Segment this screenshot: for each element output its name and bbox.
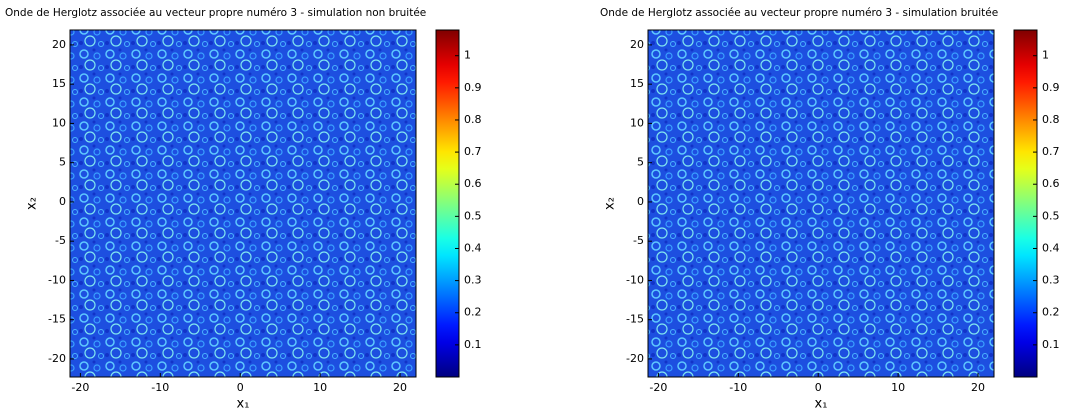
colorbar-tick-label: 0.6 bbox=[464, 177, 482, 190]
y-tick-label: 0 bbox=[637, 195, 644, 208]
colorbar-tick-label: 0.9 bbox=[1042, 81, 1060, 94]
plot-frame bbox=[647, 29, 995, 378]
colorbar-tick-label: 0.1 bbox=[1042, 338, 1060, 351]
y-tick-label: 5 bbox=[59, 156, 66, 169]
colorbar-tick-label: 0.5 bbox=[464, 209, 482, 222]
colorbar-tick-label: 0.2 bbox=[464, 306, 482, 319]
y-tick-label: 5 bbox=[637, 156, 644, 169]
colorbar-tick-label: 0.3 bbox=[1042, 274, 1060, 287]
colorbar-tick-label: 0.4 bbox=[464, 241, 482, 254]
y-tick-label: -15 bbox=[626, 313, 644, 326]
colorbar-tick-label: 0.1 bbox=[464, 338, 482, 351]
y-tick-label: -5 bbox=[55, 234, 66, 247]
chart-title: Onde de Herglotz associée au vecteur pro… bbox=[5, 7, 426, 19]
y-axis-label: x₂ bbox=[25, 197, 40, 210]
colorbar bbox=[1013, 29, 1038, 378]
x-tick-label: 10 bbox=[891, 381, 905, 394]
x-axis-label: x₁ bbox=[815, 397, 828, 412]
colorbar-tick-label: 1 bbox=[1042, 49, 1049, 62]
heatmap-field bbox=[70, 30, 416, 377]
x-tick-label: -10 bbox=[151, 381, 169, 394]
y-tick-label: -10 bbox=[626, 273, 644, 286]
y-tick-label: 20 bbox=[52, 38, 66, 51]
x-tick-label: 20 bbox=[971, 381, 985, 394]
y-tick-label: 20 bbox=[630, 38, 644, 51]
y-axis-label: x₂ bbox=[603, 197, 618, 210]
y-tick-label: 10 bbox=[630, 116, 644, 129]
y-tick-label: 15 bbox=[630, 77, 644, 90]
x-tick-label: -20 bbox=[71, 381, 89, 394]
y-tick-label: -5 bbox=[633, 234, 644, 247]
colorbar-tick-label: 0.8 bbox=[464, 113, 482, 126]
y-tick-label: -20 bbox=[626, 352, 644, 365]
x-tick-label: 0 bbox=[237, 381, 244, 394]
heatmap-field bbox=[648, 30, 994, 377]
y-tick-label: 15 bbox=[52, 77, 66, 90]
colorbar-tick-label: 0.7 bbox=[1042, 145, 1060, 158]
y-tick-label: 10 bbox=[52, 116, 66, 129]
x-tick-label: 10 bbox=[313, 381, 327, 394]
chart-title: Onde de Herglotz associée au vecteur pro… bbox=[600, 7, 998, 19]
colorbar-tick-label: 0.3 bbox=[464, 274, 482, 287]
colorbar-tick-label: 0.2 bbox=[1042, 306, 1060, 319]
x-tick-label: -10 bbox=[729, 381, 747, 394]
y-tick-label: -20 bbox=[48, 352, 66, 365]
colorbar-tick-label: 1 bbox=[464, 49, 471, 62]
x-tick-label: 20 bbox=[393, 381, 407, 394]
x-axis-label: x₁ bbox=[237, 397, 250, 412]
colorbar-tick-label: 0.8 bbox=[1042, 113, 1060, 126]
y-tick-label: -15 bbox=[48, 313, 66, 326]
y-tick-label: 0 bbox=[59, 195, 66, 208]
colorbar-tick-label: 0.5 bbox=[1042, 209, 1060, 222]
colorbar-tick-label: 0.9 bbox=[464, 81, 482, 94]
colorbar-tick-label: 0.6 bbox=[1042, 177, 1060, 190]
y-tick-label: -10 bbox=[48, 273, 66, 286]
colorbar bbox=[435, 29, 460, 378]
colorbar-tick-label: 0.7 bbox=[464, 145, 482, 158]
colorbar-tick-label: 0.4 bbox=[1042, 241, 1060, 254]
plot-frame bbox=[69, 29, 417, 378]
x-tick-label: 0 bbox=[815, 381, 822, 394]
x-tick-label: -20 bbox=[649, 381, 667, 394]
